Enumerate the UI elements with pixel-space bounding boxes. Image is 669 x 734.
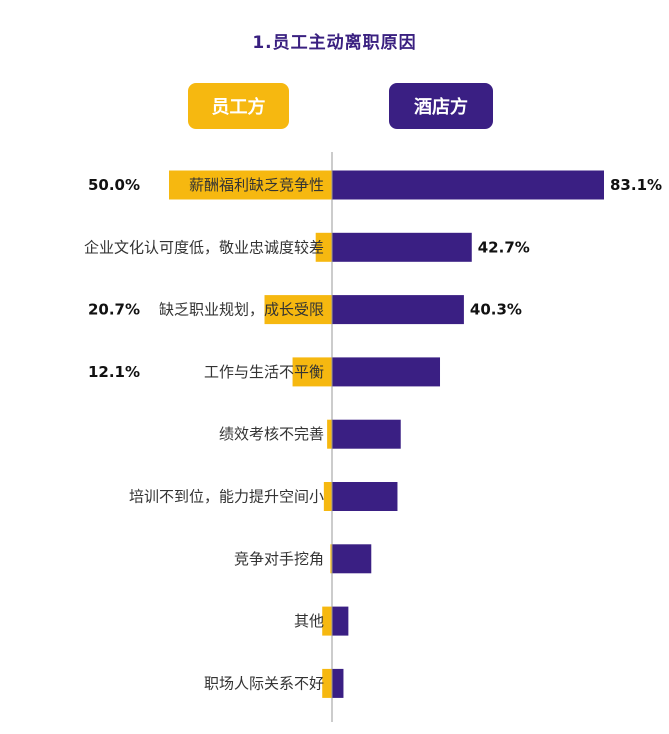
hotel-bar	[332, 295, 464, 325]
hotel-bar	[332, 170, 604, 200]
hotel-bar	[332, 419, 401, 449]
category-label: 其他	[294, 612, 324, 630]
employee-bar	[292, 357, 332, 387]
hotel-bar	[332, 606, 349, 636]
category-label: 竞争对手挖角	[234, 550, 324, 568]
employee-bar	[330, 544, 332, 574]
category-label: 工作与生活不平衡	[204, 363, 324, 381]
employee-bar	[327, 419, 332, 449]
hotel-bar	[332, 232, 472, 262]
chart-title: 1.员工主动离职原因	[252, 33, 417, 53]
employee-bar	[315, 232, 332, 262]
employee-bar	[322, 606, 332, 636]
employee-value-label: 20.7%	[88, 301, 140, 319]
category-label: 缺乏职业规划，成长受限	[159, 301, 324, 319]
employee-value-label: 12.1%	[88, 363, 140, 381]
hotel-bar	[332, 357, 441, 387]
hotel-value-label: 40.3%	[470, 301, 522, 319]
category-label: 薪酬福利缺乏竞争性	[189, 176, 324, 194]
employee-value-label: 50.0%	[88, 176, 140, 194]
legend-hotel: 酒店方	[389, 83, 493, 129]
employee-bar	[323, 482, 332, 511]
category-label: 职场人际关系不好	[204, 674, 324, 692]
hotel-value-label: 42.7%	[478, 238, 530, 256]
hotel-bar	[332, 482, 398, 511]
employee-bar	[322, 668, 332, 698]
employee-bar	[264, 295, 332, 325]
hotel-value-label: 83.1%	[610, 176, 662, 194]
category-label: 绩效考核不完善	[219, 425, 324, 443]
category-label: 企业文化认可度低，敬业忠诚度较差	[84, 238, 324, 256]
category-label: 培训不到位，能力提升空间小	[129, 488, 324, 506]
legend-employee: 员工方	[188, 83, 289, 129]
hotel-bar	[332, 544, 372, 574]
hotel-bar	[332, 668, 344, 698]
employee-bar	[169, 170, 332, 200]
